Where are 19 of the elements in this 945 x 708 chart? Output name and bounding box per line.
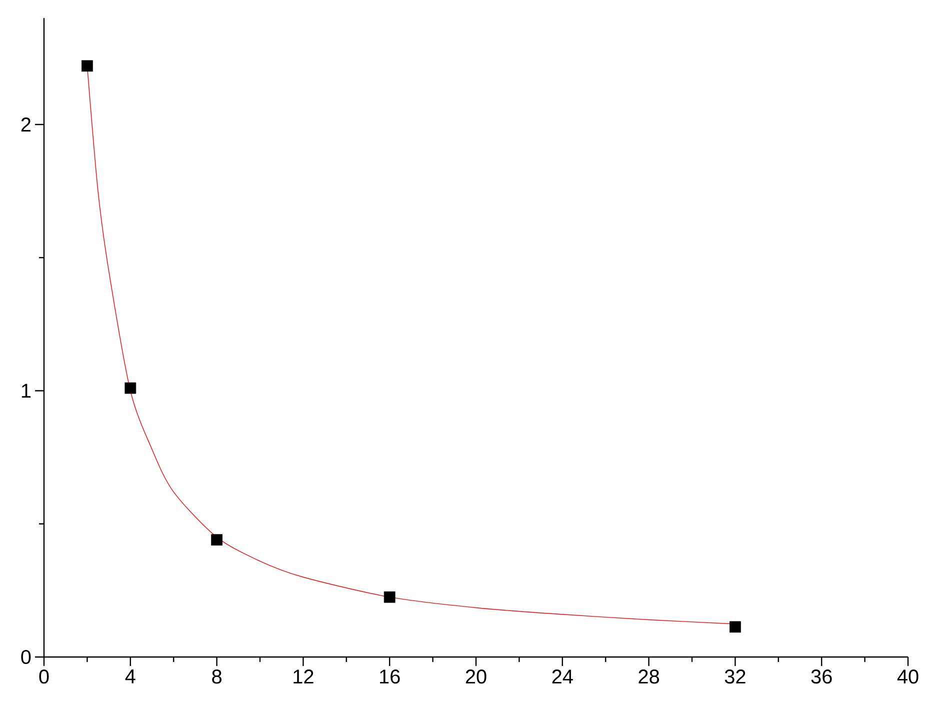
x-tick-label: 4 [125,670,136,684]
y-tick-label: 0 [21,650,31,664]
x-tick-label: 32 [724,670,746,684]
x-tick-label: 16 [380,670,400,684]
y-tick-label: 1 [22,384,31,398]
x-tick-label: 28 [638,670,660,684]
point [384,591,396,603]
x-tick-label: 0 [39,670,49,684]
x-tick-label: 8 [212,670,222,684]
x-tick-label: 40 [897,670,918,684]
point [730,621,741,633]
x-tick-label: 36 [811,670,832,684]
x-tick-label: 24 [552,670,573,684]
x-tick-label: 12 [294,670,314,684]
x-tick-label: 20 [466,670,486,684]
point [124,382,136,394]
point [211,534,222,546]
point [82,60,93,72]
y-tick-label: 2 [21,118,30,132]
